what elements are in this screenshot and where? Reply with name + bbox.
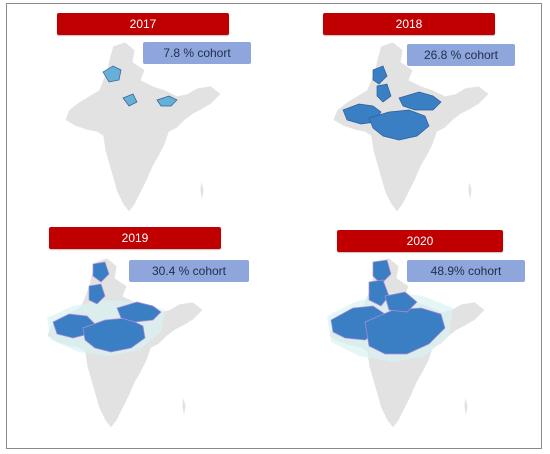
year-banner: 2019: [49, 227, 221, 249]
covered-region: [82, 317, 146, 353]
cohort-badge: 30.4 % cohort: [129, 260, 249, 282]
panel-2017: 2017 7.8 % cohort: [7, 4, 269, 224]
india-map-2020: [327, 257, 486, 429]
india-map-2017: [64, 41, 222, 213]
covered-region: [376, 83, 392, 103]
figure-frame: 2017 7.8 % cohort 2018 26.8 % cohort: [6, 3, 542, 449]
year-banner: 2017: [57, 13, 229, 35]
india-map-2018: [332, 41, 490, 213]
covered-region: [156, 95, 178, 107]
covered-region: [88, 283, 106, 305]
covered-region: [122, 93, 138, 107]
panel-2019: 2019 30.4 % cohort: [7, 224, 269, 444]
covered-region: [368, 109, 430, 141]
panel-2020: 2020 48.9% cohort: [275, 224, 537, 444]
year-banner: 2020: [337, 230, 503, 252]
cohort-badge: 26.8 % cohort: [407, 44, 515, 66]
covered-region: [398, 91, 442, 111]
year-banner: 2018: [323, 13, 495, 35]
covered-region: [116, 301, 162, 323]
covered-region: [372, 65, 388, 85]
india-map-2019: [46, 257, 204, 429]
covered-region: [102, 65, 122, 83]
covered-region: [92, 261, 110, 283]
covered-region: [372, 259, 392, 285]
cohort-badge: 7.8 % cohort: [143, 42, 251, 64]
panel-2018: 2018 26.8 % cohort: [275, 4, 537, 224]
cohort-badge: 48.9% cohort: [407, 260, 525, 282]
covered-region: [368, 279, 390, 307]
covered-region: [384, 291, 418, 313]
